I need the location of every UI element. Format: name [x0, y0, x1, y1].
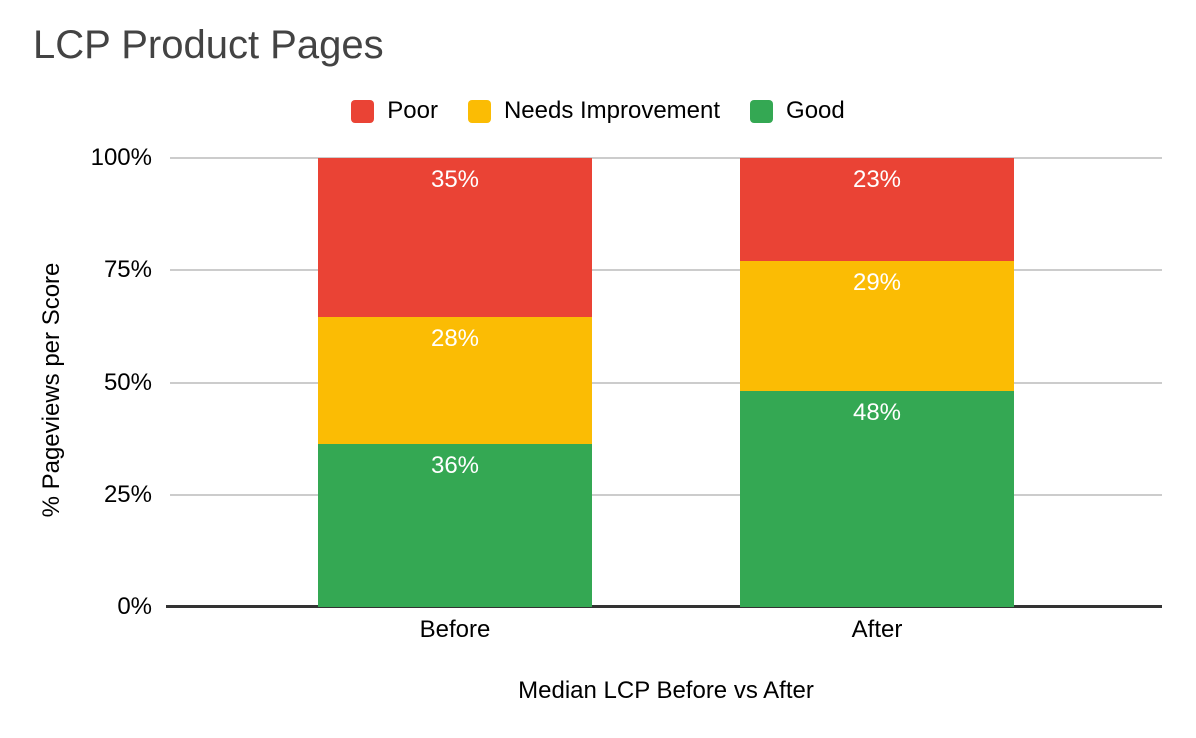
- legend-swatch-needs-improvement-icon: [467, 99, 491, 123]
- legend-item-good: Good: [750, 97, 845, 125]
- bar-value-label-good-before: 36%: [430, 451, 480, 479]
- x-axis-line: [166, 605, 1162, 608]
- bar-segment-poor-before: 35%: [318, 158, 592, 317]
- bar-value-label-poor-before: 35%: [430, 166, 480, 193]
- y-axis-ticks: 0% 25% 50% 75% 100%: [0, 144, 152, 620]
- legend-label-needs-improvement: Needs Improvement: [503, 97, 721, 124]
- bar-value-label-poor-after: 23%: [852, 166, 902, 193]
- legend-item-poor: Poor: [351, 97, 438, 125]
- gridline-25: [170, 493, 1162, 496]
- gridline-100: [170, 157, 1162, 159]
- x-category-label-before: Before: [419, 616, 491, 643]
- y-tick-label-100: 100%: [90, 144, 152, 171]
- plot-area: 36% 28% 35% 48% 29% 23%: [166, 157, 1162, 608]
- bar-segment-poor-after: 23%: [740, 158, 1014, 262]
- bar-value-label-good-after: 48%: [852, 399, 902, 427]
- bar-segment-good-after: 48%: [740, 391, 1014, 607]
- legend-label-poor: Poor: [387, 97, 438, 124]
- gridline-50: [170, 381, 1162, 384]
- bar-segment-good-before: 36%: [318, 443, 592, 607]
- bar-after: 48% 29% 23%: [740, 158, 1014, 607]
- x-category-label-after: After: [851, 616, 903, 643]
- chart-title: LCP Product Pages: [33, 23, 384, 67]
- bar-segment-needs-improvement-before: 28%: [318, 316, 592, 444]
- legend-swatch-good-icon: [750, 99, 774, 123]
- legend-label-good: Good: [786, 97, 845, 124]
- legend: Poor Needs Improvement Good: [0, 97, 1196, 125]
- bar-value-label-needs-improvement-after: 29%: [852, 269, 902, 297]
- x-axis-title: Median LCP Before vs After: [518, 677, 814, 704]
- gridline-75: [170, 269, 1162, 272]
- y-tick-label-0: 0%: [117, 593, 152, 620]
- y-tick-label-50: 50%: [103, 368, 152, 396]
- legend-swatch-poor-icon: [351, 99, 375, 123]
- y-tick-label-75: 75%: [103, 256, 152, 284]
- y-tick-label-25: 25%: [103, 480, 152, 508]
- legend-item-needs-improvement: Needs Improvement: [467, 97, 721, 125]
- bar-value-label-needs-improvement-before: 28%: [430, 324, 480, 352]
- bar-before: 36% 28% 35%: [318, 158, 592, 607]
- bar-segment-needs-improvement-after: 29%: [740, 261, 1014, 392]
